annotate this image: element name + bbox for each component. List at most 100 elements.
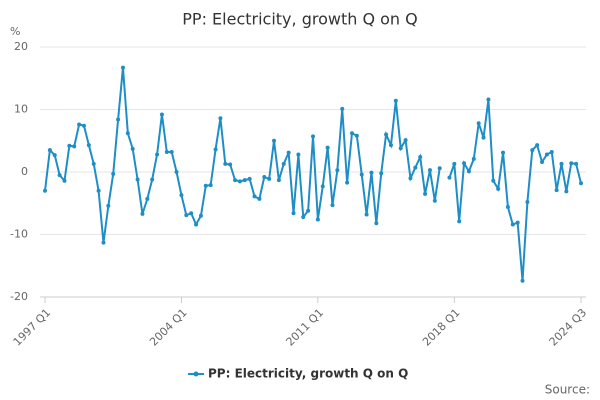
- point: [549, 150, 554, 154]
- point: [579, 181, 583, 186]
- point: [228, 162, 233, 167]
- point: [452, 161, 457, 166]
- source: Source:: [545, 383, 590, 397]
- point: [86, 143, 91, 148]
- point: [130, 146, 135, 151]
- point: [574, 161, 579, 166]
- point: [262, 175, 267, 179]
- point: [203, 183, 208, 188]
- point: [408, 176, 413, 181]
- point: [174, 170, 179, 174]
- point: [530, 148, 535, 153]
- legend-marker: [193, 371, 199, 377]
- point: [320, 184, 325, 189]
- point: [218, 116, 223, 121]
- point: [291, 211, 296, 216]
- point: [364, 212, 369, 217]
- point: [150, 177, 155, 182]
- point: [447, 175, 452, 180]
- point: [276, 178, 281, 183]
- point: [311, 134, 315, 139]
- point: [432, 198, 437, 203]
- point: [510, 222, 515, 227]
- point: [72, 144, 77, 149]
- point: [398, 146, 403, 151]
- point: [335, 168, 340, 173]
- point: [384, 132, 389, 137]
- point: [101, 240, 106, 245]
- point: [179, 193, 184, 198]
- point: [106, 203, 111, 208]
- series-line: [44, 67, 441, 243]
- point: [120, 65, 125, 70]
- point: [540, 160, 545, 164]
- point: [184, 213, 189, 218]
- x-tick-label: 1997 Q1: [11, 306, 54, 349]
- point: [505, 205, 510, 209]
- chart-title: PP: Electricity, growth Q on Q: [182, 10, 417, 29]
- x-tick-label: 2018 Q1: [420, 306, 463, 349]
- point: [286, 150, 291, 155]
- point: [354, 133, 359, 138]
- point: [145, 196, 150, 201]
- y-tick-label: 0: [21, 165, 28, 178]
- point: [427, 168, 432, 173]
- point: [111, 171, 116, 176]
- point: [462, 161, 467, 166]
- point: [359, 172, 364, 177]
- point: [198, 213, 203, 218]
- point: [189, 211, 194, 216]
- point: [496, 186, 501, 191]
- x-tick-label: 2011 Q1: [284, 306, 327, 349]
- x-tick-label: 2004 Q1: [147, 306, 190, 349]
- point: [481, 135, 486, 140]
- y-axis-label: %: [10, 25, 20, 38]
- point: [423, 191, 428, 196]
- point: [57, 173, 62, 178]
- x-tick-label: 2024 Q3: [547, 306, 590, 349]
- point: [208, 183, 213, 188]
- point: [252, 194, 257, 199]
- point: [306, 208, 311, 213]
- point: [301, 215, 306, 219]
- point: [81, 123, 86, 128]
- point: [515, 220, 520, 225]
- point: [272, 138, 277, 143]
- point: [413, 165, 418, 170]
- point: [369, 170, 374, 175]
- point: [466, 169, 471, 174]
- point: [520, 278, 525, 283]
- point: [140, 211, 145, 216]
- point: [52, 153, 57, 158]
- point: [457, 219, 462, 224]
- point: [62, 178, 67, 183]
- point: [223, 161, 228, 166]
- y-tick-label: -10: [10, 228, 28, 241]
- point: [476, 121, 481, 126]
- point: [267, 176, 272, 181]
- point: [281, 161, 286, 166]
- point: [47, 148, 52, 153]
- point: [77, 122, 82, 127]
- point: [43, 188, 47, 193]
- point: [257, 196, 262, 201]
- y-tick-label: 10: [14, 103, 28, 116]
- point: [564, 189, 569, 194]
- point: [379, 171, 384, 176]
- point: [237, 179, 242, 184]
- point: [388, 143, 393, 148]
- point: [125, 131, 130, 136]
- point: [525, 200, 530, 204]
- point: [535, 143, 540, 148]
- point: [325, 145, 330, 150]
- point: [242, 178, 247, 183]
- point: [91, 161, 96, 166]
- point: [169, 150, 174, 154]
- point: [554, 188, 559, 193]
- point: [330, 203, 335, 208]
- point: [471, 156, 476, 161]
- point: [247, 176, 252, 181]
- point: [491, 178, 496, 183]
- point: [374, 221, 379, 226]
